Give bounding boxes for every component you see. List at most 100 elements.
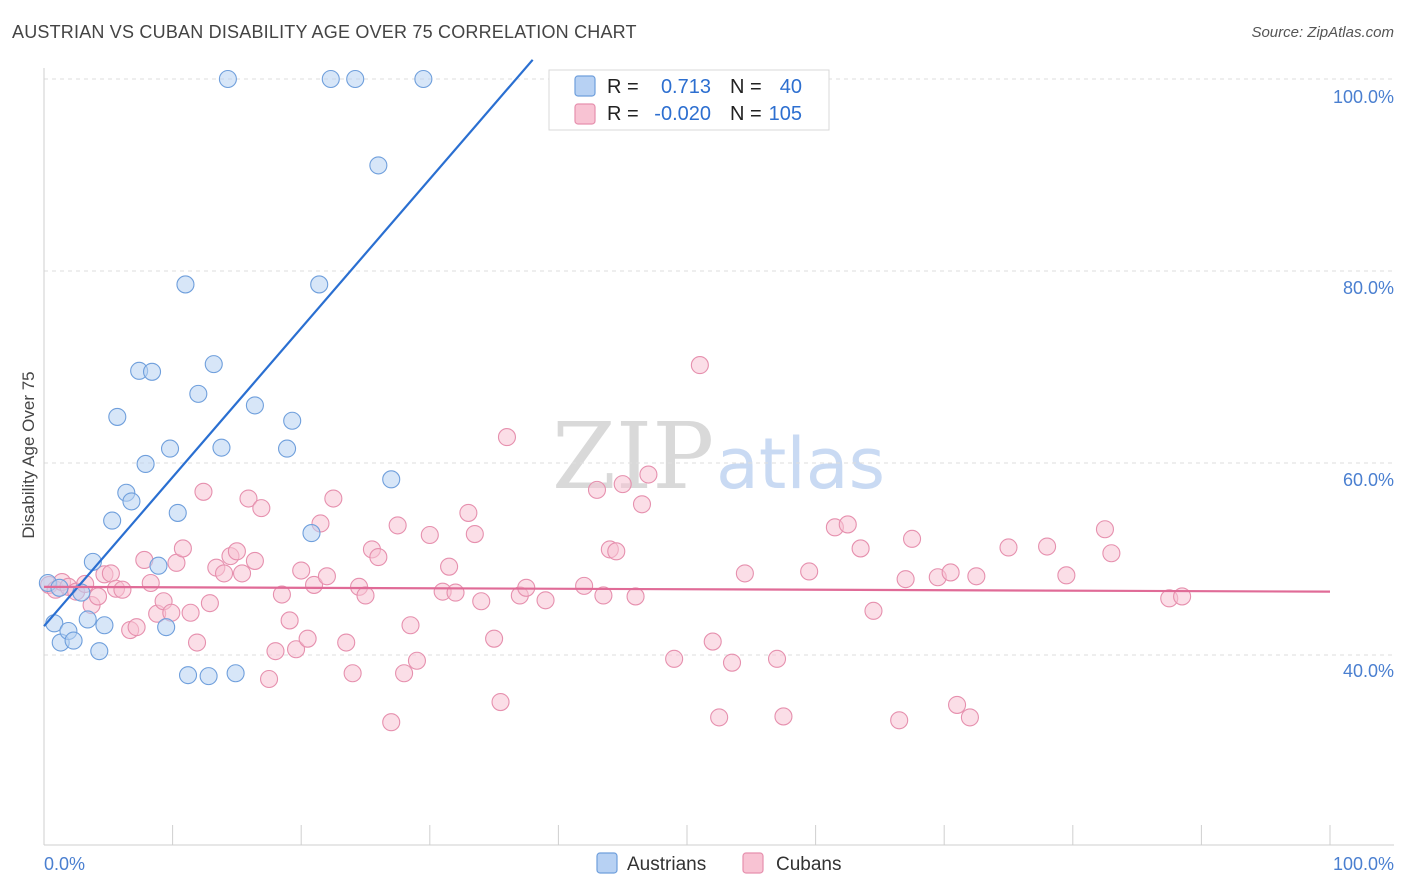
correlation-legend: R = 0.713 N = 40 R = -0.020 N = 105 [548,69,830,131]
cubans-point-50 [382,713,401,732]
cubans-point-74 [626,587,645,606]
austrians-point-7 [78,610,97,629]
cubans-point-77 [665,649,684,668]
cubans-point-55 [420,525,439,545]
y-tick-label-40: 40.0% [1343,661,1394,681]
cubans-point-13 [127,618,146,637]
austrians-point-16 [136,454,155,474]
cubans-point-83 [767,649,787,668]
austrians-point-39 [414,69,433,89]
cubans-point-96 [960,708,979,727]
cubans-point-95 [948,695,967,714]
x-tick-label-min: 0.0% [44,854,85,874]
cubans-point-49 [369,548,388,567]
cubans-point-64 [497,428,517,447]
cubans-point-9 [101,564,120,583]
cubans-point-102 [1102,544,1121,563]
cubans-point-43 [324,489,343,508]
austrians-point-20 [160,439,180,458]
austrians-point-34 [310,275,329,294]
austrians-point-31 [278,439,297,458]
cubans-point-32 [252,499,271,518]
legend-label-cubans: Cubans [776,854,842,875]
legend-box [548,69,830,131]
cubans-point-51 [388,516,407,535]
cubans-point-52 [395,664,414,683]
austrians-point-38 [382,470,401,489]
austrians-point-10 [95,616,114,635]
cubans-point-89 [864,601,883,620]
cubans-point-23 [194,482,213,501]
cubans-point-85 [800,562,819,581]
cubans-point-68 [575,576,594,595]
cubans-point-79 [703,632,722,651]
austrians-point-17 [142,362,162,381]
cubans-point-60 [465,524,484,544]
cubans-point-7 [88,587,108,606]
austrians-point-11 [103,511,122,530]
legend-r-value-austrians: 0.713 [661,76,711,98]
cubans-point-37 [287,640,306,659]
cubans-point-92 [902,529,922,548]
legend-r-label-cubans: R = [607,103,639,125]
austrians-point-32 [283,411,302,430]
legend-n-label-cubans: N = [730,103,762,125]
cubans-point-87 [838,515,857,534]
legend-r-value-cubans: -0.020 [654,103,711,125]
x-tick-label-max: 100.0% [1333,854,1394,874]
austrians-point-25 [199,667,218,686]
cubans-point-59 [459,503,478,522]
cubans-point-72 [607,542,626,561]
cubans-point-54 [407,651,426,670]
chart-title: AUSTRIAN VS CUBAN DISABILITY AGE OVER 75… [12,22,637,42]
legend-r-label-austrians: R = [607,76,639,98]
austrians-point-6 [64,631,83,650]
cubans-point-69 [587,480,607,499]
austrians-point-35 [321,69,340,89]
cubans-point-76 [639,465,658,484]
austrians-point-36 [346,69,365,89]
cubans-point-40 [305,575,324,594]
austrians-point-33 [302,524,321,543]
cubans-point-42 [317,567,336,586]
cubans-point-100 [1057,566,1076,585]
austrians-point-29 [226,664,245,683]
cubans-point-61 [472,592,491,611]
cubans-point-78 [690,356,709,375]
cubans-point-73 [613,475,632,494]
cubans-point-58 [446,583,465,602]
cubans-trend-line [43,585,1331,593]
watermark-atlas: atlas [716,423,885,505]
cubans-point-57 [440,557,459,576]
austrians-point-24 [189,384,208,403]
cubans-point-11 [113,580,132,599]
cubans-point-97 [967,567,986,586]
legend-swatch-cubans [574,103,596,125]
cubans-point-15 [141,573,160,593]
cubans-point-99 [1038,537,1057,556]
austrians-point-12 [108,407,127,426]
series-legend: Austrians Cubans [596,852,842,875]
austrians-trend-line [43,59,534,627]
cubans-point-38 [292,561,311,580]
cubans-point-62 [485,629,504,648]
cubans-point-31 [245,551,264,570]
cubans-point-22 [187,633,207,652]
cubans-point-33 [259,669,279,689]
source-label: Source: ZipAtlas.com [1251,24,1394,41]
austrians-point-28 [218,69,237,89]
cubans-point-39 [298,629,317,648]
cubans-point-101 [1095,520,1114,539]
cubans-point-45 [343,664,362,683]
y-axis-label: Disability Age Over 75 [19,371,38,538]
cubans-point-80 [710,708,729,727]
y-tick-label-100: 100.0% [1333,87,1394,107]
cubans-point-35 [272,585,291,604]
austrians-point-26 [204,355,223,374]
cubans-point-47 [356,586,375,605]
legend-swatch-cubans-bottom [742,852,764,874]
cubans-point-91 [896,570,915,589]
cubans-point-21 [181,603,200,622]
watermark-zip: ZIP [552,403,714,510]
